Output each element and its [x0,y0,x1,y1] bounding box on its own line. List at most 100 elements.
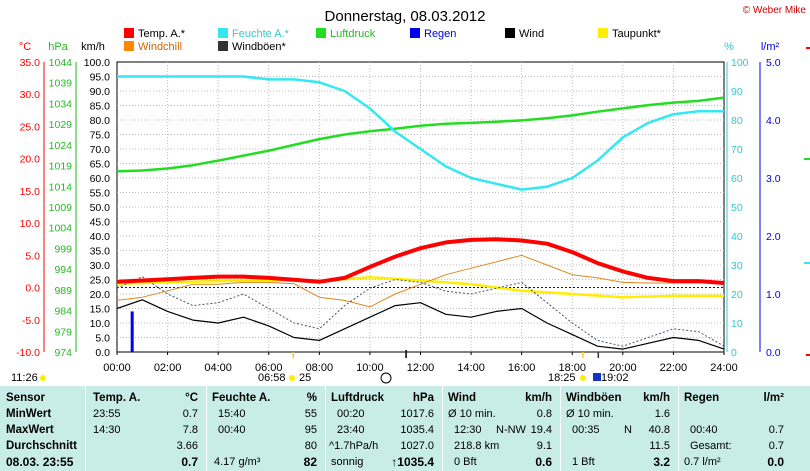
time-tick-label: 18:00 [558,362,586,374]
gust-max-dir: N [624,424,632,436]
press-max-value: 1035.4 [400,424,434,436]
time-tick-label: 12:00 [407,362,435,374]
label-max: MaxWert [6,424,54,436]
rain-tick-label: 2.0 [766,231,781,243]
wind-max-time: 12:30 [454,424,482,436]
wind-tick-label: 40.0 [90,231,111,243]
sunrise-time: 06:58 [258,372,286,384]
gust-avg10-value: 1.6 [654,408,670,420]
time-tick-label: 10:00 [356,362,384,374]
gust-avg: 11.5 [649,440,670,452]
moon-icon [40,375,46,381]
plot-grid [117,62,724,352]
rain-tick-label: 5.0 [766,57,781,69]
rain-unit: l/m² [763,392,784,404]
legend-swatch [218,41,228,51]
moon-phase-icon [380,372,392,384]
time-tick-label: 04:00 [204,362,232,374]
press-forecast: sonnig [331,456,364,468]
time-tick-label: 24:00 [710,362,738,374]
temp-tick-label: 35.0 [20,57,41,69]
hum-abs: 4.17 g/m³ [214,456,261,468]
wind-tick-label: 95.0 [90,72,111,84]
sun-icon [289,375,295,381]
series-line-luftdruck [116,96,725,173]
chart-title: Donnerstag, 08.03.2012 [325,8,486,25]
series-line-taupunkt [116,275,724,299]
hum-avg: 80 [304,440,317,452]
col-pressure: Luftdruck hPa 00:20 1017.6 23:40 1035.4 … [325,386,442,471]
pressure-tick-label: 989 [54,285,72,297]
temp-tick-label: 30.0 [20,89,41,101]
temp-min-value: 0.7 [182,408,198,420]
legend-swatch [505,28,515,38]
rain-day: 0.7 l/m² [684,456,721,468]
wind-max-value: 19.4 [530,424,552,436]
rain-bar [130,311,134,352]
row-labels: Sensor MinWert MaxWert Durchschnitt 08.0… [0,386,85,471]
wind-unit: km/h [525,392,552,404]
wind-tick-label: 30.0 [90,260,111,272]
legend-label: Taupunkt* [612,28,662,40]
pressure-tick-label: 984 [54,306,72,318]
press-now: ↑1035.4 [391,455,434,469]
wind-tick-label: 45.0 [90,217,111,229]
col-temp: Temp. A. °C 23:55 0.7 14:30 7.8 3.66 0.7 [85,386,206,471]
humidity-tick-label: 10 [731,318,743,330]
pressure-tick-label: 1024 [49,140,73,152]
rain-tick-label: 1.0 [766,289,781,301]
temp-now: 0.7 [181,455,198,469]
temp-tick-label: -5.0 [22,315,40,327]
legend-label: Temp. A.* [138,28,186,40]
pressure-tick-label: 1019 [49,161,73,173]
gust-unit: km/h [643,392,670,404]
chart-legend: Temp. A.* Feuchte A.* Luftdruck Regen Wind Ta… [124,28,662,53]
rain-tick-label: 0.0 [766,347,781,359]
legend-swatch [598,28,608,38]
press-title: Luftdruck [331,392,385,404]
humidity-tick-label: 30 [731,260,743,272]
humidity-tick-label: 0 [731,347,737,359]
wind-tick-label: 65.0 [90,159,111,171]
gust-max-value: 40.8 [648,424,670,436]
wind-title: Wind [448,392,476,404]
pressure-tick-label: 1004 [49,223,73,235]
chart-annotations: 11:26 06:58 25 18:25 19:02 [11,350,629,384]
pressure-tick-label: 1034 [49,98,73,110]
label-avg: Durchschnitt [6,440,77,452]
hum-min-value: 55 [304,408,317,420]
col-wind: Wind km/h Ø 10 min. 0.8 12:30 N-NW 19.4 … [442,386,560,471]
sunset-icon [580,375,586,381]
weather-chart: Donnerstag, 08.03.2012 © Weber Mike Temp… [11,5,810,384]
temp-tick-label: 20.0 [20,154,41,166]
chart-series [116,75,725,352]
wind-max-dir: N-NW [496,424,526,436]
temp-axis-unit: °C [19,41,31,53]
chart-axes: 35.0 30.0 25.0 20.0 15.0 10.0 5.0 0.0 -5.0 -10.0 1… [16,57,781,374]
gust-now: 3.2 [653,455,670,469]
wind-tick-label: 75.0 [90,130,111,142]
temp-tick-label: -10.0 [16,347,40,359]
humidity-tick-label: 100 [731,57,749,69]
gust-bft: 1 Bft [572,456,595,468]
humidity-tick-label: 60 [731,173,743,185]
hum-min-time: 15:40 [218,408,246,420]
legend-label: Windchill [138,41,182,53]
wind-tick-label: 100.0 [84,57,110,69]
rain-title: Regen [684,392,720,404]
temp-tick-label: 15.0 [20,186,41,198]
label-min: MinWert [6,408,52,420]
pressure-tick-label: 1014 [49,181,73,193]
wind-bft: 0 Bft [454,456,477,468]
humidity-tick-label: 80 [731,115,743,127]
wind-tick-label: 70.0 [90,144,111,156]
pressure-tick-label: 994 [54,264,72,276]
temp-title: Temp. A. [93,392,141,404]
gust-max-time: 00:35 [572,424,600,436]
rain-total-label: Gesamt: [690,440,732,452]
rain-tick-label: 3.0 [766,173,781,185]
time-tick-label: 22:00 [660,362,688,374]
humidity-tick-label: 90 [731,86,743,98]
temp-tick-label: 10.0 [20,218,41,230]
moonset-icon [593,373,601,381]
